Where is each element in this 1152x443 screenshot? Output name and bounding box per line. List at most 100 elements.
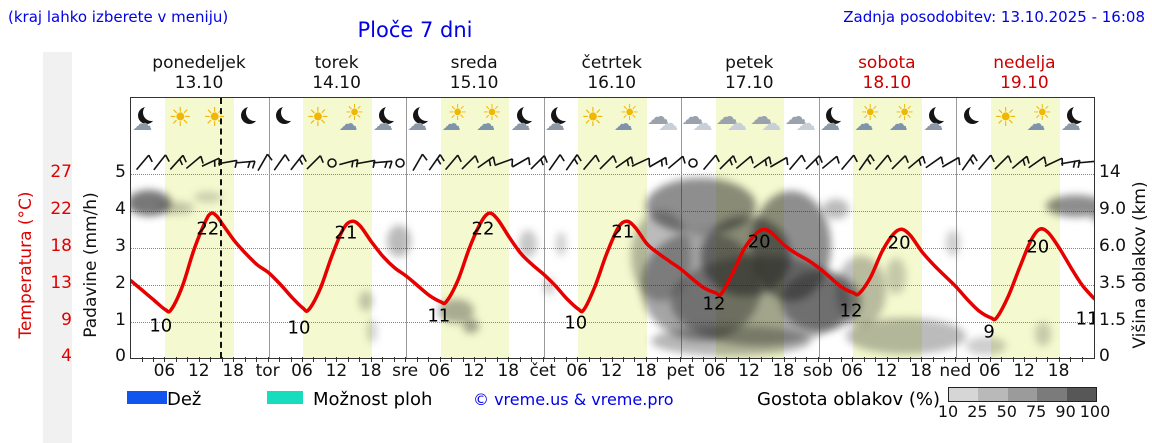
daylight-band (165, 98, 235, 358)
sun-icon: ☀ (344, 101, 365, 126)
x-minor-tick (370, 357, 372, 362)
wind-barb-icon (1010, 148, 1030, 176)
x-minor-tick (542, 357, 544, 362)
x-minor-tick (267, 357, 269, 362)
cloud-blob (1046, 195, 1094, 217)
density-segment (1037, 388, 1067, 401)
calm-wind-icon (322, 148, 342, 176)
dotted-gridline (131, 285, 1094, 286)
cloud-icon: ☁ (510, 111, 531, 135)
sun-icon: ☀ (306, 103, 330, 133)
x-minor-tick (554, 357, 556, 362)
day-name: sobota (858, 53, 916, 73)
cloud-icon: ☁ (1060, 111, 1081, 135)
day-header: petek 17.10 (680, 53, 818, 93)
wind-barb-icon (838, 148, 858, 176)
x-minor-tick (210, 357, 212, 362)
x-minor-tick (852, 357, 854, 362)
temp-tick-label: 27 (50, 162, 72, 182)
x-tick-label: 06 (703, 361, 726, 381)
cloud-blob (1035, 322, 1051, 346)
x-minor-tick (909, 357, 911, 362)
calm-wind-icon (390, 148, 410, 176)
cloud-blob (131, 190, 171, 216)
density-segment (949, 388, 979, 401)
x-minor-tick (817, 357, 819, 362)
x-minor-tick (623, 357, 624, 362)
x-tick-label: 12 (875, 361, 898, 381)
day-date: 15.10 (449, 73, 499, 93)
x-tick-label: tor (255, 361, 280, 381)
cloudh-tick-label: 0 (1099, 346, 1110, 366)
sun-icon: ☀ (447, 101, 468, 126)
x-tick-label: 12 (1013, 361, 1035, 381)
temperature-value-label: 20 (747, 231, 771, 253)
x-minor-tick (531, 357, 533, 362)
cloud-density-gradient-bar (948, 387, 1097, 402)
day-date: 16.10 (587, 73, 637, 93)
density-scale-number: 10 (937, 402, 959, 421)
day-name: ponedeljek (152, 53, 246, 73)
day-name: torek (314, 53, 359, 73)
x-tick-label: 18 (1047, 361, 1070, 381)
weather-icon-sun-cloud: ☀ ☁ (440, 99, 476, 139)
day-date: 18.10 (862, 73, 912, 93)
wind-barb-icon (614, 148, 634, 176)
cloud-blob (519, 230, 537, 258)
weather-icon-sun-cloud: ☀ ☁ (887, 99, 923, 139)
x-minor-tick (989, 357, 991, 362)
day-name: sreda (450, 53, 498, 73)
calm-wind-icon (683, 148, 703, 176)
last-update-timestamp: Zadnja posodobitev: 13.10.2025 - 16:08 (843, 8, 1145, 26)
density-segment (1007, 388, 1038, 401)
x-tick-label: ned (939, 361, 972, 381)
weather-icon-moon-cloud: ☁ (509, 99, 545, 139)
density-segment (978, 388, 1008, 401)
cloud-icon: ☁ (338, 113, 358, 135)
dotted-gridline (131, 174, 1094, 175)
cloudh-tick-label: 1.5 (1099, 310, 1127, 330)
x-tick-label: 12 (600, 361, 623, 381)
day-header: ponedeljek 13.10 (130, 53, 268, 93)
day-header: nedelja 19.10 (955, 53, 1093, 93)
weather-icon-moon-cloud: ☁ (1059, 99, 1094, 139)
x-minor-tick (279, 357, 280, 362)
temp-tick-label: 22 (50, 199, 72, 219)
wind-barb-icon (700, 148, 720, 176)
x-minor-tick (737, 357, 739, 362)
x-minor-tick (152, 357, 154, 362)
x-tick-label: čet (529, 361, 556, 381)
x-minor-tick (405, 357, 407, 362)
x-tick-label: 06 (978, 361, 1001, 381)
cloud-icon: ☁ (784, 105, 807, 130)
x-minor-tick (1012, 357, 1014, 362)
cloudh-tick-label: 14 (1099, 162, 1121, 182)
temperature-value-label: 11 (427, 305, 451, 327)
density-scale-number: 100 (1079, 402, 1111, 421)
copyright-link[interactable]: © vreme.us & vreme.pro (473, 390, 674, 409)
x-minor-tick (347, 357, 349, 362)
wind-barb-icon (855, 148, 875, 176)
day-date: 13.10 (174, 73, 224, 93)
day-date: 14.10 (312, 73, 361, 93)
x-minor-tick (944, 357, 945, 362)
cloud-blob (158, 202, 194, 214)
dotted-gridline (131, 248, 1094, 249)
x-minor-tick (1070, 357, 1072, 362)
wind-barb-icon (1027, 148, 1047, 176)
temperature-value-label: 20 (1026, 236, 1050, 258)
x-minor-tick (473, 357, 475, 362)
temperature-value-label: 10 (564, 312, 588, 334)
x-minor-tick (806, 357, 808, 362)
x-tick-label: 06 (428, 361, 451, 381)
wind-barb-icon (597, 148, 617, 176)
dotted-gridline (131, 211, 1094, 212)
wind-barb-icon (442, 148, 462, 176)
x-minor-tick (714, 357, 716, 362)
temperature-value-label: 21 (611, 221, 635, 243)
menu-hint-note: (kraj lahko izberete v meniju) (8, 8, 229, 26)
temperature-value-label: 12 (839, 300, 863, 322)
wind-barb-icon (1078, 148, 1094, 176)
weather-icon-moon-cloud: ☁ (131, 99, 166, 139)
weather-icon-sun: ☀ (577, 99, 613, 139)
